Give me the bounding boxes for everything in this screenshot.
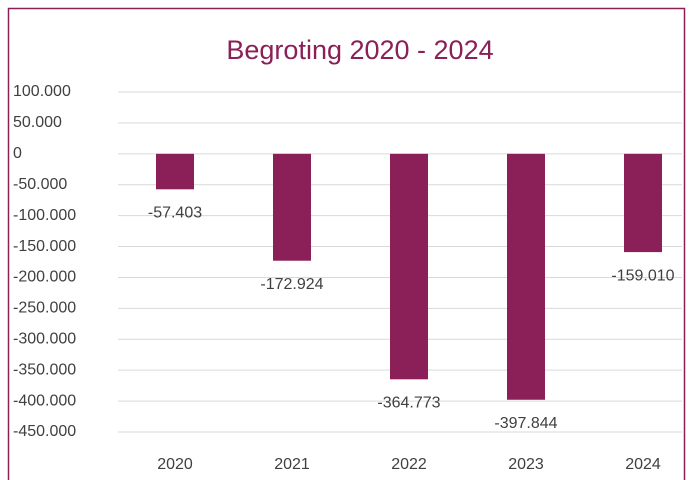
y-tick-label: 0 (13, 145, 22, 162)
x-tick-label: 2024 (625, 456, 661, 473)
bar (156, 153, 194, 190)
data-label: -364.773 (377, 395, 440, 412)
y-tick-label: -300.000 (13, 330, 76, 347)
y-tick-label: -250.000 (13, 300, 76, 317)
data-label: -159.010 (611, 267, 674, 284)
chart-frame (7, 7, 686, 480)
x-tick-label: 2021 (274, 456, 310, 473)
y-tick-label: -100.000 (13, 207, 76, 224)
x-tick-label: 2023 (508, 456, 544, 473)
bar (273, 153, 311, 261)
y-tick-label: -350.000 (13, 361, 76, 378)
y-tick-label: -150.000 (13, 238, 76, 255)
x-tick-label: 2020 (157, 456, 193, 473)
data-label: -57.403 (148, 205, 202, 222)
y-tick-label: -450.000 (13, 423, 76, 440)
y-tick-label: 50.000 (13, 114, 62, 131)
chart-title: Begroting 2020 - 2024 (226, 35, 493, 65)
bar (507, 153, 545, 400)
y-tick-label: -50.000 (13, 176, 67, 193)
y-tick-label: -200.000 (13, 269, 76, 286)
x-tick-label: 2022 (391, 456, 427, 473)
data-label: -172.924 (260, 276, 323, 293)
bar (390, 153, 428, 380)
bar (624, 153, 662, 253)
y-tick-label: -400.000 (13, 392, 76, 409)
y-tick-label: 100.000 (13, 83, 71, 100)
data-label: -397.844 (494, 415, 557, 432)
